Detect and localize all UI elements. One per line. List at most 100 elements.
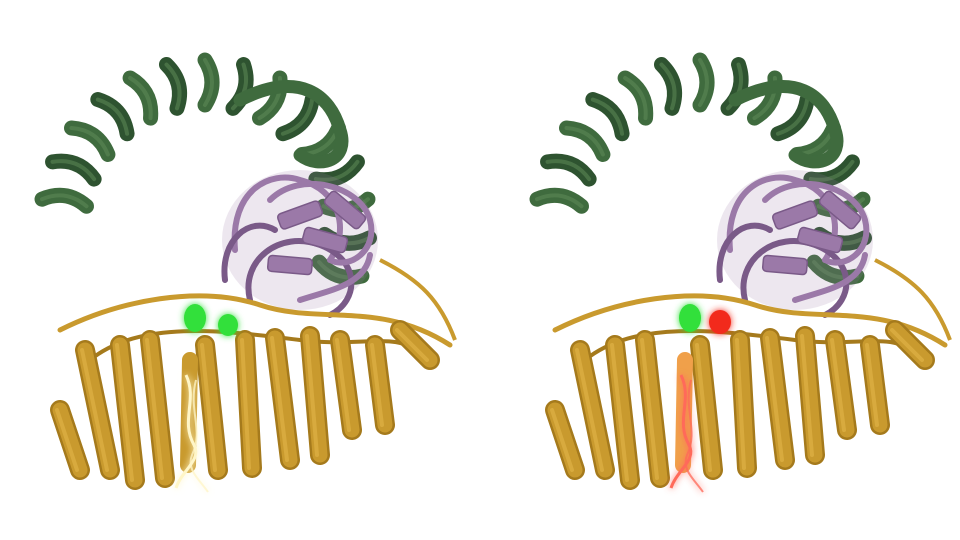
tm-helix-shine — [395, 328, 429, 362]
tm-helix-shine — [80, 348, 109, 472]
tm-helix-shine — [200, 343, 217, 472]
arc-helix-highlight — [69, 126, 110, 157]
panel-right — [529, 52, 952, 493]
membrane-domain — [545, 258, 952, 493]
globular-loop — [726, 174, 838, 263]
tm-helix — [607, 337, 638, 488]
globular-domain — [221, 170, 378, 318]
globular-loop — [231, 174, 343, 263]
arc-helix-highlight — [726, 62, 743, 111]
arc-helix-highlight — [545, 159, 592, 182]
arc-helix-highlight — [203, 58, 214, 107]
tm-helix-shine — [640, 338, 659, 480]
membrane-loop — [552, 293, 948, 348]
beta-strand — [796, 226, 844, 254]
green-marker — [218, 314, 238, 336]
tm-helix-shine — [735, 338, 746, 470]
tm-helix — [237, 332, 260, 476]
helix-glow-trace — [189, 379, 209, 493]
beta-strand — [761, 254, 809, 276]
arc-helix-highlight — [590, 97, 625, 136]
tm-helix — [547, 402, 583, 478]
tm-helix-shine — [800, 334, 814, 457]
membrane-domain — [50, 258, 457, 493]
beta-strand — [771, 200, 819, 230]
tm-helix — [887, 322, 933, 368]
membrane-loop — [874, 258, 952, 341]
arc-helix-highlight — [808, 159, 855, 182]
panel-left — [34, 52, 457, 493]
tm-helix-shine — [695, 343, 712, 472]
arc-helix-highlight — [95, 97, 130, 136]
arc-helix-highlight — [775, 97, 810, 136]
arc-helix-highlight — [164, 62, 182, 111]
tm-helix-shine — [550, 408, 574, 472]
green-marker — [679, 304, 701, 332]
site-markers — [184, 304, 238, 336]
tm-helix-shine — [270, 336, 289, 462]
green-marker — [184, 304, 206, 332]
arc-loop — [728, 80, 844, 169]
membrane-loop — [379, 258, 457, 341]
tm-helix-shine — [575, 348, 604, 472]
tm-helix — [862, 337, 888, 433]
globular-loop — [716, 222, 773, 283]
globular-loop — [792, 252, 868, 303]
arc-domain — [529, 52, 872, 285]
tm-helix-shine — [830, 338, 846, 432]
tm-helix — [332, 332, 360, 438]
globular-loop — [267, 181, 375, 266]
beta-strand — [818, 190, 862, 230]
tm-helix-shine — [865, 343, 879, 427]
tm-helix-shine — [890, 328, 924, 362]
globular-loop — [297, 252, 373, 303]
tm-helix — [827, 332, 855, 438]
tm-helix-shine — [55, 408, 79, 472]
tm-helix — [77, 342, 118, 478]
tm-helix-shine — [610, 343, 629, 482]
beta-strand — [323, 190, 367, 230]
globular-loop — [762, 181, 870, 266]
tm-helix — [392, 322, 438, 368]
globular-loop — [221, 222, 278, 283]
tm-helix — [112, 337, 143, 488]
tm-helix-shine — [240, 338, 251, 470]
arc-helix-highlight — [50, 159, 97, 182]
arc-loop — [233, 80, 349, 169]
tm-helix-shine — [115, 343, 134, 482]
tm-helix-shine — [145, 338, 164, 480]
site-markers — [679, 304, 731, 334]
helix-glow-trace — [684, 379, 704, 493]
arc-helix-highlight — [535, 193, 584, 209]
helix-glow-trace — [669, 374, 693, 489]
arc-helix-highlight — [313, 159, 360, 182]
arc-helix-highlight — [231, 62, 248, 111]
beta-strand — [276, 200, 324, 230]
tm-helix-shine — [305, 334, 319, 457]
arc-helix-highlight — [623, 75, 648, 121]
tm-helix — [197, 337, 226, 478]
tm-helix — [762, 330, 793, 468]
globular-domain — [716, 170, 873, 318]
tm-helix — [367, 337, 393, 433]
tm-helix-shine — [765, 336, 784, 462]
arc-helix-highlight — [659, 62, 677, 111]
tm-helix — [797, 328, 823, 463]
arc-helix-highlight — [40, 193, 89, 209]
tm-helix — [302, 328, 328, 463]
beta-strand — [266, 254, 314, 276]
tm-helix — [637, 332, 668, 486]
tm-helix — [267, 330, 298, 468]
tm-helix-shine — [335, 338, 351, 432]
tm-helix — [142, 332, 173, 486]
arc-helix-highlight — [698, 58, 709, 107]
red-marker — [709, 310, 731, 334]
tm-helix — [52, 402, 88, 478]
beta-strand — [301, 226, 349, 254]
helix-glow-trace — [174, 374, 198, 489]
membrane-loop — [57, 293, 453, 348]
arc-helix-highlight — [564, 126, 605, 157]
tm-helix — [572, 342, 613, 478]
tm-helix — [692, 337, 721, 478]
arc-helix-highlight — [280, 97, 315, 136]
